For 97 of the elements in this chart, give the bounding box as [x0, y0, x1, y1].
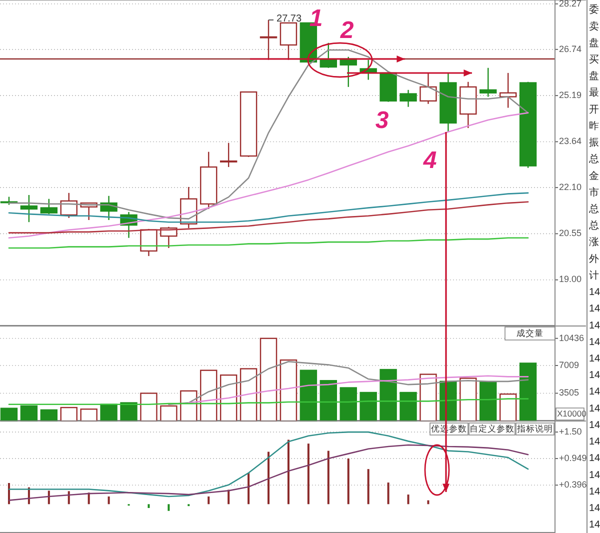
text: 最 [589, 88, 599, 99]
text: 买 [589, 54, 599, 66]
bar [268, 452, 270, 504]
annotation: 3 [375, 107, 390, 134]
bar [427, 500, 430, 504]
annotation: 成交量 [516, 328, 544, 338]
text: 14 [589, 386, 600, 398]
text: 金 [589, 170, 599, 182]
annotation: 4 [422, 147, 437, 174]
bar [260, 338, 278, 422]
y-tick-label: 23.64 [559, 136, 582, 146]
text: 14 [589, 403, 600, 414]
bar [68, 491, 70, 504]
text: 盘 [589, 70, 599, 82]
bar [519, 362, 537, 422]
text: 盘 [589, 36, 599, 49]
bar [280, 359, 298, 422]
text: 14 [589, 354, 600, 365]
bar [387, 482, 390, 504]
bar [240, 368, 258, 422]
y-tick-label: 25.19 [559, 90, 582, 100]
annotation: 2 [339, 17, 354, 44]
bar [60, 406, 78, 422]
y-tick-label: 22.10 [559, 182, 582, 192]
bar [407, 494, 410, 504]
text: 14 [589, 336, 600, 348]
text: 14 [589, 320, 600, 332]
text: 计 [589, 269, 599, 282]
y-tick-label: +0.396 [559, 480, 587, 490]
text: 外 [589, 254, 599, 265]
bar [88, 492, 90, 504]
y-tick-label: 20.55 [559, 228, 582, 238]
bar [480, 382, 497, 422]
bar [148, 504, 150, 508]
text: 14 [589, 287, 600, 298]
bar [300, 370, 318, 422]
text: 涨 [589, 236, 599, 248]
bar [140, 392, 158, 422]
text: 14 [589, 520, 600, 531]
text: 14 [589, 420, 600, 431]
bar [287, 440, 290, 504]
text: 14 [589, 304, 600, 315]
line-series [8, 431, 529, 498]
bar [228, 490, 230, 504]
bar [347, 458, 350, 504]
y-tick-label: 28.27 [559, 0, 582, 8]
bar [0, 408, 18, 422]
y-tick-label: 19.00 [559, 274, 582, 284]
bar [420, 374, 437, 422]
text: 总 [588, 202, 599, 215]
bar [360, 392, 377, 422]
y-tick-label: 26.74 [559, 44, 582, 54]
line-series [8, 112, 529, 239]
bar [200, 370, 218, 422]
text: 14 [589, 486, 600, 498]
annotation: 自定义参数 [470, 423, 514, 434]
bar [307, 444, 310, 504]
annotation: 指标说明 [516, 423, 553, 434]
text: 昨 [589, 120, 599, 132]
text: 14 [589, 436, 600, 448]
bar [180, 390, 198, 422]
bar [168, 504, 170, 511]
text: 总 [588, 153, 599, 166]
bar [20, 405, 38, 422]
text: 14 [589, 503, 600, 514]
bar [108, 496, 110, 504]
y-tick-label: 3505 [559, 388, 580, 398]
bar [367, 469, 370, 504]
text: 振 [589, 136, 599, 149]
y-tick-label: +1.50 [559, 426, 582, 436]
text: 市 [589, 186, 599, 198]
bar [499, 393, 517, 422]
text: 委 [589, 4, 599, 16]
line-series [8, 444, 529, 501]
bar [460, 378, 477, 422]
bar [208, 496, 210, 504]
y-tick-label: 7009 [559, 360, 580, 370]
line-series [188, 375, 529, 404]
text: 14 [589, 453, 600, 464]
y-tick-label: +0.949 [559, 452, 587, 463]
text: 卖 [589, 20, 599, 32]
text: 总 [588, 220, 599, 232]
text: 开 [589, 104, 599, 116]
text: 14 [589, 470, 600, 481]
y-tick-label: 10436 [559, 332, 584, 343]
annotation: 27.73 [276, 14, 302, 25]
bar [80, 408, 98, 422]
bar [400, 392, 417, 422]
line-series [168, 360, 529, 406]
bar [380, 368, 397, 422]
bar [327, 450, 330, 504]
bar [48, 490, 50, 504]
text: 14 [589, 370, 600, 382]
bar [160, 405, 178, 422]
bar [340, 387, 357, 422]
bar [248, 472, 250, 504]
bar [320, 380, 338, 422]
